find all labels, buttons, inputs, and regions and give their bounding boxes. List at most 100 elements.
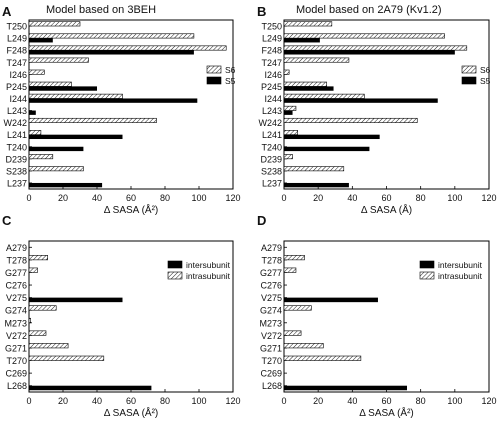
bar-s5-i244 xyxy=(29,98,198,103)
plot-frame xyxy=(283,19,490,190)
x-tick-label: 0 xyxy=(281,396,286,406)
y-tick-label: I246 xyxy=(9,70,27,80)
y-tick-label: T250 xyxy=(6,22,27,32)
bar-intersubunit-v275 xyxy=(284,297,378,303)
y-tick-label: G277 xyxy=(5,268,27,278)
x-tick-label: 40 xyxy=(347,396,357,406)
chart-title: Model based on 3BEH xyxy=(46,4,156,16)
y-tick-label: T247 xyxy=(261,58,282,68)
x-tick-label: 0 xyxy=(26,193,31,203)
bar-intersubunit-l268 xyxy=(284,385,407,391)
y-tick-label: M273 xyxy=(4,318,27,328)
x-tick-label: 40 xyxy=(347,193,357,203)
y-tick-label: S238 xyxy=(6,166,27,176)
legend-label-s5: S5 xyxy=(225,76,236,86)
y-tick-label: L268 xyxy=(262,381,282,391)
x-tick-label: 80 xyxy=(160,193,170,203)
x-axis-label: Δ SASA (Å²) xyxy=(104,406,158,419)
chart-panel-c: C A279 T278 G277 C276 V275 G274 M273 V272 G271 T27… xyxy=(2,213,241,419)
y-tick-label: V275 xyxy=(6,293,27,303)
y-tick-label: T270 xyxy=(6,356,27,366)
bar-intrasubunit-g271 xyxy=(283,343,324,349)
x-tick-label: 80 xyxy=(416,193,426,203)
legend-label-s6: S6 xyxy=(225,65,236,75)
y-tick-label: P245 xyxy=(6,82,27,92)
bar-s5-l249 xyxy=(29,38,53,43)
bar-intrasubunit-v272 xyxy=(283,330,302,336)
bar-s6-l249 xyxy=(28,33,195,39)
bar-s6-t250 xyxy=(28,21,81,27)
y-tick-label: C276 xyxy=(260,281,282,291)
bar-s5-l249 xyxy=(284,38,320,43)
x-tick-label: 60 xyxy=(381,193,391,203)
bar-s6-w242 xyxy=(283,117,418,123)
legend-label-s6: S6 xyxy=(480,65,491,75)
x-tick-label: 120 xyxy=(225,193,240,203)
panel-letter: D xyxy=(257,213,266,228)
bar-s5-i244 xyxy=(284,98,438,103)
bar-intrasubunit-g274 xyxy=(283,305,312,311)
y-tick-label: A279 xyxy=(6,243,27,253)
bar-s6-l243 xyxy=(283,105,297,111)
bar-intrasubunit-g274 xyxy=(28,305,57,311)
y-tick-label: W242 xyxy=(3,118,27,128)
y-tick-label: F248 xyxy=(261,46,282,56)
y-tick-label: G271 xyxy=(260,343,282,353)
chart-panel-a: A Model based on 3BEH T250 L249 F248 T247 I246… xyxy=(2,4,241,216)
bar-intersubunit-l268 xyxy=(29,385,152,391)
y-tick-label: T278 xyxy=(6,255,27,265)
x-tick-label: 120 xyxy=(481,396,496,406)
y-tick-label: L241 xyxy=(7,130,27,140)
legend-swatch-intersubunit xyxy=(419,260,435,269)
bar-s5-l243 xyxy=(29,110,36,115)
bar-s5-t240 xyxy=(284,146,370,152)
bar-s5-p245 xyxy=(284,86,334,91)
bar-s6-d239 xyxy=(28,154,54,160)
x-tick-label: 60 xyxy=(381,396,391,406)
y-tick-label: L243 xyxy=(262,106,282,116)
legend-label-intersubunit: intersubunit xyxy=(438,260,483,270)
x-tick-label: 20 xyxy=(313,396,323,406)
bar-s5-l237 xyxy=(29,182,103,188)
bar-s6-i244 xyxy=(283,93,365,99)
x-tick-label: 80 xyxy=(160,396,170,406)
chart-panel-b: B Model based on 2A79 (Kv1.2) T250 L249 F248… xyxy=(257,4,497,216)
y-tick-label: I244 xyxy=(9,94,27,104)
bar-intrasubunit-t270 xyxy=(283,355,362,361)
y-tick-label: F248 xyxy=(6,46,27,56)
y-tick-label: C276 xyxy=(5,281,27,291)
y-tick-label: L249 xyxy=(262,34,282,44)
y-tick-label: I244 xyxy=(264,94,282,104)
x-tick-label: 120 xyxy=(481,193,496,203)
y-tick-label: G274 xyxy=(5,306,27,316)
bar-s5-l241 xyxy=(29,134,123,140)
bar-s6-p245 xyxy=(283,81,328,87)
y-tick-label: T240 xyxy=(6,142,27,152)
plot-frame xyxy=(28,19,234,190)
x-tick-label: 20 xyxy=(58,193,68,203)
y-tick-label: M273 xyxy=(259,318,282,328)
y-tick-label: L241 xyxy=(262,130,282,140)
x-axis-label: Δ SASA (Å) xyxy=(361,203,412,216)
bar-s6-s238 xyxy=(283,166,345,172)
bar-s5-p245 xyxy=(29,86,97,91)
bar-s6-d239 xyxy=(283,154,293,160)
bar-s6-w242 xyxy=(28,117,157,123)
x-axis-label: Δ SASA (Å²) xyxy=(104,203,158,216)
x-tick-label: 60 xyxy=(126,396,136,406)
legend-label-s5: S5 xyxy=(480,76,491,86)
y-tick-label: G274 xyxy=(260,306,282,316)
legend-swatch-s6 xyxy=(461,65,477,74)
y-tick-label: V272 xyxy=(6,331,27,341)
x-tick-label: 60 xyxy=(126,193,136,203)
panel-letter: C xyxy=(2,213,12,228)
bar-intrasubunit-t278 xyxy=(283,255,305,261)
bar-intrasubunit-v272 xyxy=(28,330,47,336)
bar-s6-i244 xyxy=(28,93,123,99)
y-tick-label: D239 xyxy=(260,154,282,164)
bar-s6-l249 xyxy=(283,33,445,39)
legend-label-intersubunit: intersubunit xyxy=(186,260,231,270)
